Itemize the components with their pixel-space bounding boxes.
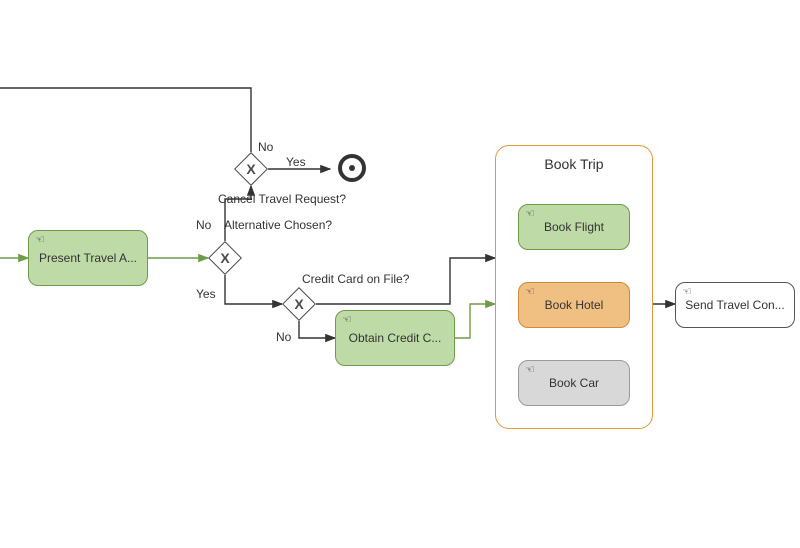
manual-task-icon: ☜ bbox=[525, 287, 535, 298]
task-bookFlight[interactable]: ☜ Book Flight bbox=[518, 204, 630, 250]
task-label: Book Hotel bbox=[545, 298, 604, 312]
task-label: Obtain Credit C... bbox=[349, 331, 442, 345]
edge-label-g3_no: No bbox=[276, 330, 291, 344]
flow-edge bbox=[0, 88, 251, 152]
task-label: Send Travel Con... bbox=[685, 298, 784, 312]
end-event-dot bbox=[349, 165, 355, 171]
flow-edge bbox=[455, 304, 495, 338]
flow-edge bbox=[225, 275, 282, 304]
gateway-question-g2: Cancel Travel Request? bbox=[218, 192, 346, 206]
subprocess-title: Book Trip bbox=[496, 156, 652, 172]
diagram-canvas: Book Trip ☜ Present Travel A... ☜ Obtain Cre… bbox=[0, 0, 800, 548]
manual-task-icon: ☜ bbox=[342, 315, 352, 326]
task-send[interactable]: ☜Send Travel Con... bbox=[675, 282, 795, 328]
gateway-question-g1: Alternative Chosen? bbox=[224, 218, 332, 232]
manual-task-icon: ☜ bbox=[682, 287, 692, 298]
edge-label-g2_no: No bbox=[258, 140, 273, 154]
exclusive-gateway-icon: X bbox=[234, 152, 268, 186]
task-label: Present Travel A... bbox=[39, 251, 137, 265]
exclusive-gateway-icon: X bbox=[208, 241, 242, 275]
edge-label-g2_yes: Yes bbox=[286, 155, 306, 169]
task-label: Book Car bbox=[549, 376, 599, 390]
manual-task-icon: ☜ bbox=[525, 365, 535, 376]
edge-label-g1_yes: Yes bbox=[196, 287, 216, 301]
manual-task-icon: ☜ bbox=[525, 209, 535, 220]
task-obtain[interactable]: ☜ Obtain Credit C... bbox=[335, 310, 455, 366]
edge-label-g1_no: No bbox=[196, 218, 211, 232]
gateway-g1[interactable]: X bbox=[208, 241, 242, 275]
exclusive-gateway-icon: X bbox=[282, 287, 316, 321]
gateway-question-g3: Credit Card on File? bbox=[302, 272, 409, 286]
flow-edge bbox=[299, 321, 335, 338]
task-label: Book Flight bbox=[544, 220, 604, 234]
task-present[interactable]: ☜ Present Travel A... bbox=[28, 230, 148, 286]
manual-task-icon: ☜ bbox=[35, 235, 45, 246]
gateway-g2[interactable]: X bbox=[234, 152, 268, 186]
task-bookCar[interactable]: ☜ Book Car bbox=[518, 360, 630, 406]
gateway-g3[interactable]: X bbox=[282, 287, 316, 321]
task-bookHotel[interactable]: ☜ Book Hotel bbox=[518, 282, 630, 328]
